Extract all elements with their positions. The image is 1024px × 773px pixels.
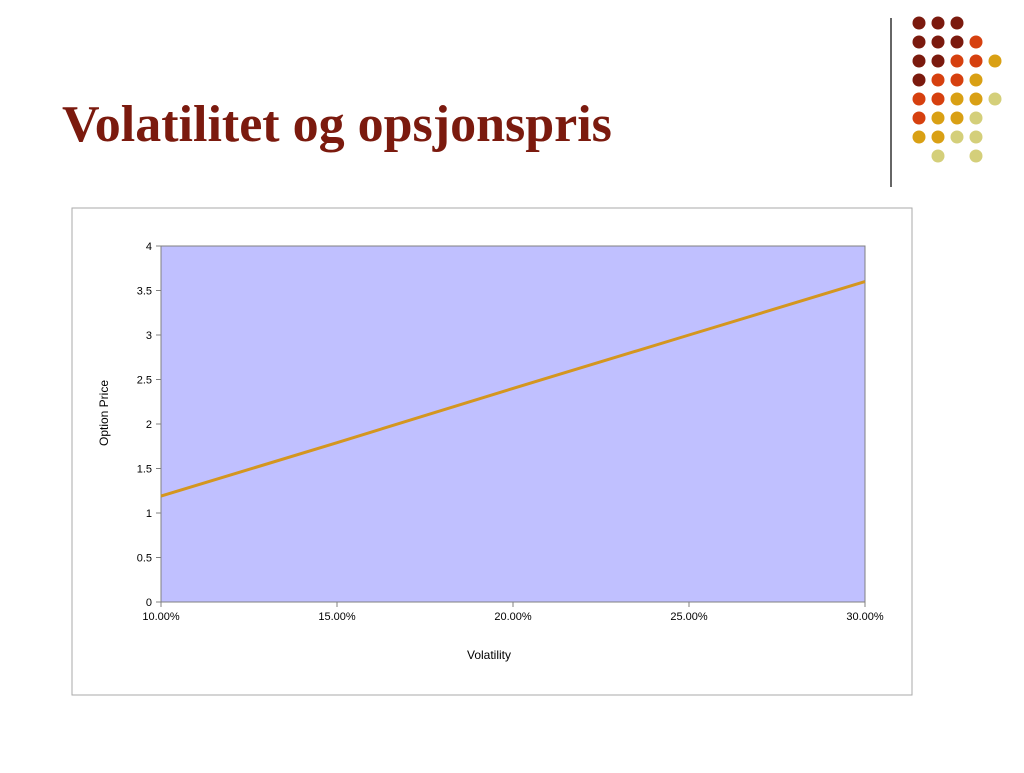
slide-title: Volatilitet og opsjonspris [62, 96, 612, 153]
x-tick-label: 20.00% [494, 611, 532, 623]
y-tick-label: 1 [146, 508, 152, 520]
x-tick-label: 25.00% [670, 611, 708, 623]
y-tick-label: 0.5 [137, 553, 152, 565]
x-axis-label: Volatility [467, 648, 511, 662]
y-tick-label: 4 [146, 241, 152, 253]
data-line [160, 280, 866, 498]
decoration [890, 16, 1002, 187]
x-tick-label: 10.00% [142, 611, 180, 623]
y-tick-label: 2.5 [137, 375, 152, 387]
y-axis-label: Option Price [97, 380, 111, 446]
x-tick-label: 30.00% [846, 611, 884, 623]
y-tick-label: 0 [146, 597, 152, 609]
y-tick-label: 3.5 [137, 286, 152, 298]
plot-area [160, 245, 866, 603]
y-tick-label: 2 [146, 419, 152, 431]
y-tick-label: 3 [146, 330, 152, 342]
y-tick-label: 1.5 [137, 464, 152, 476]
x-tick-label: 15.00% [318, 611, 356, 623]
